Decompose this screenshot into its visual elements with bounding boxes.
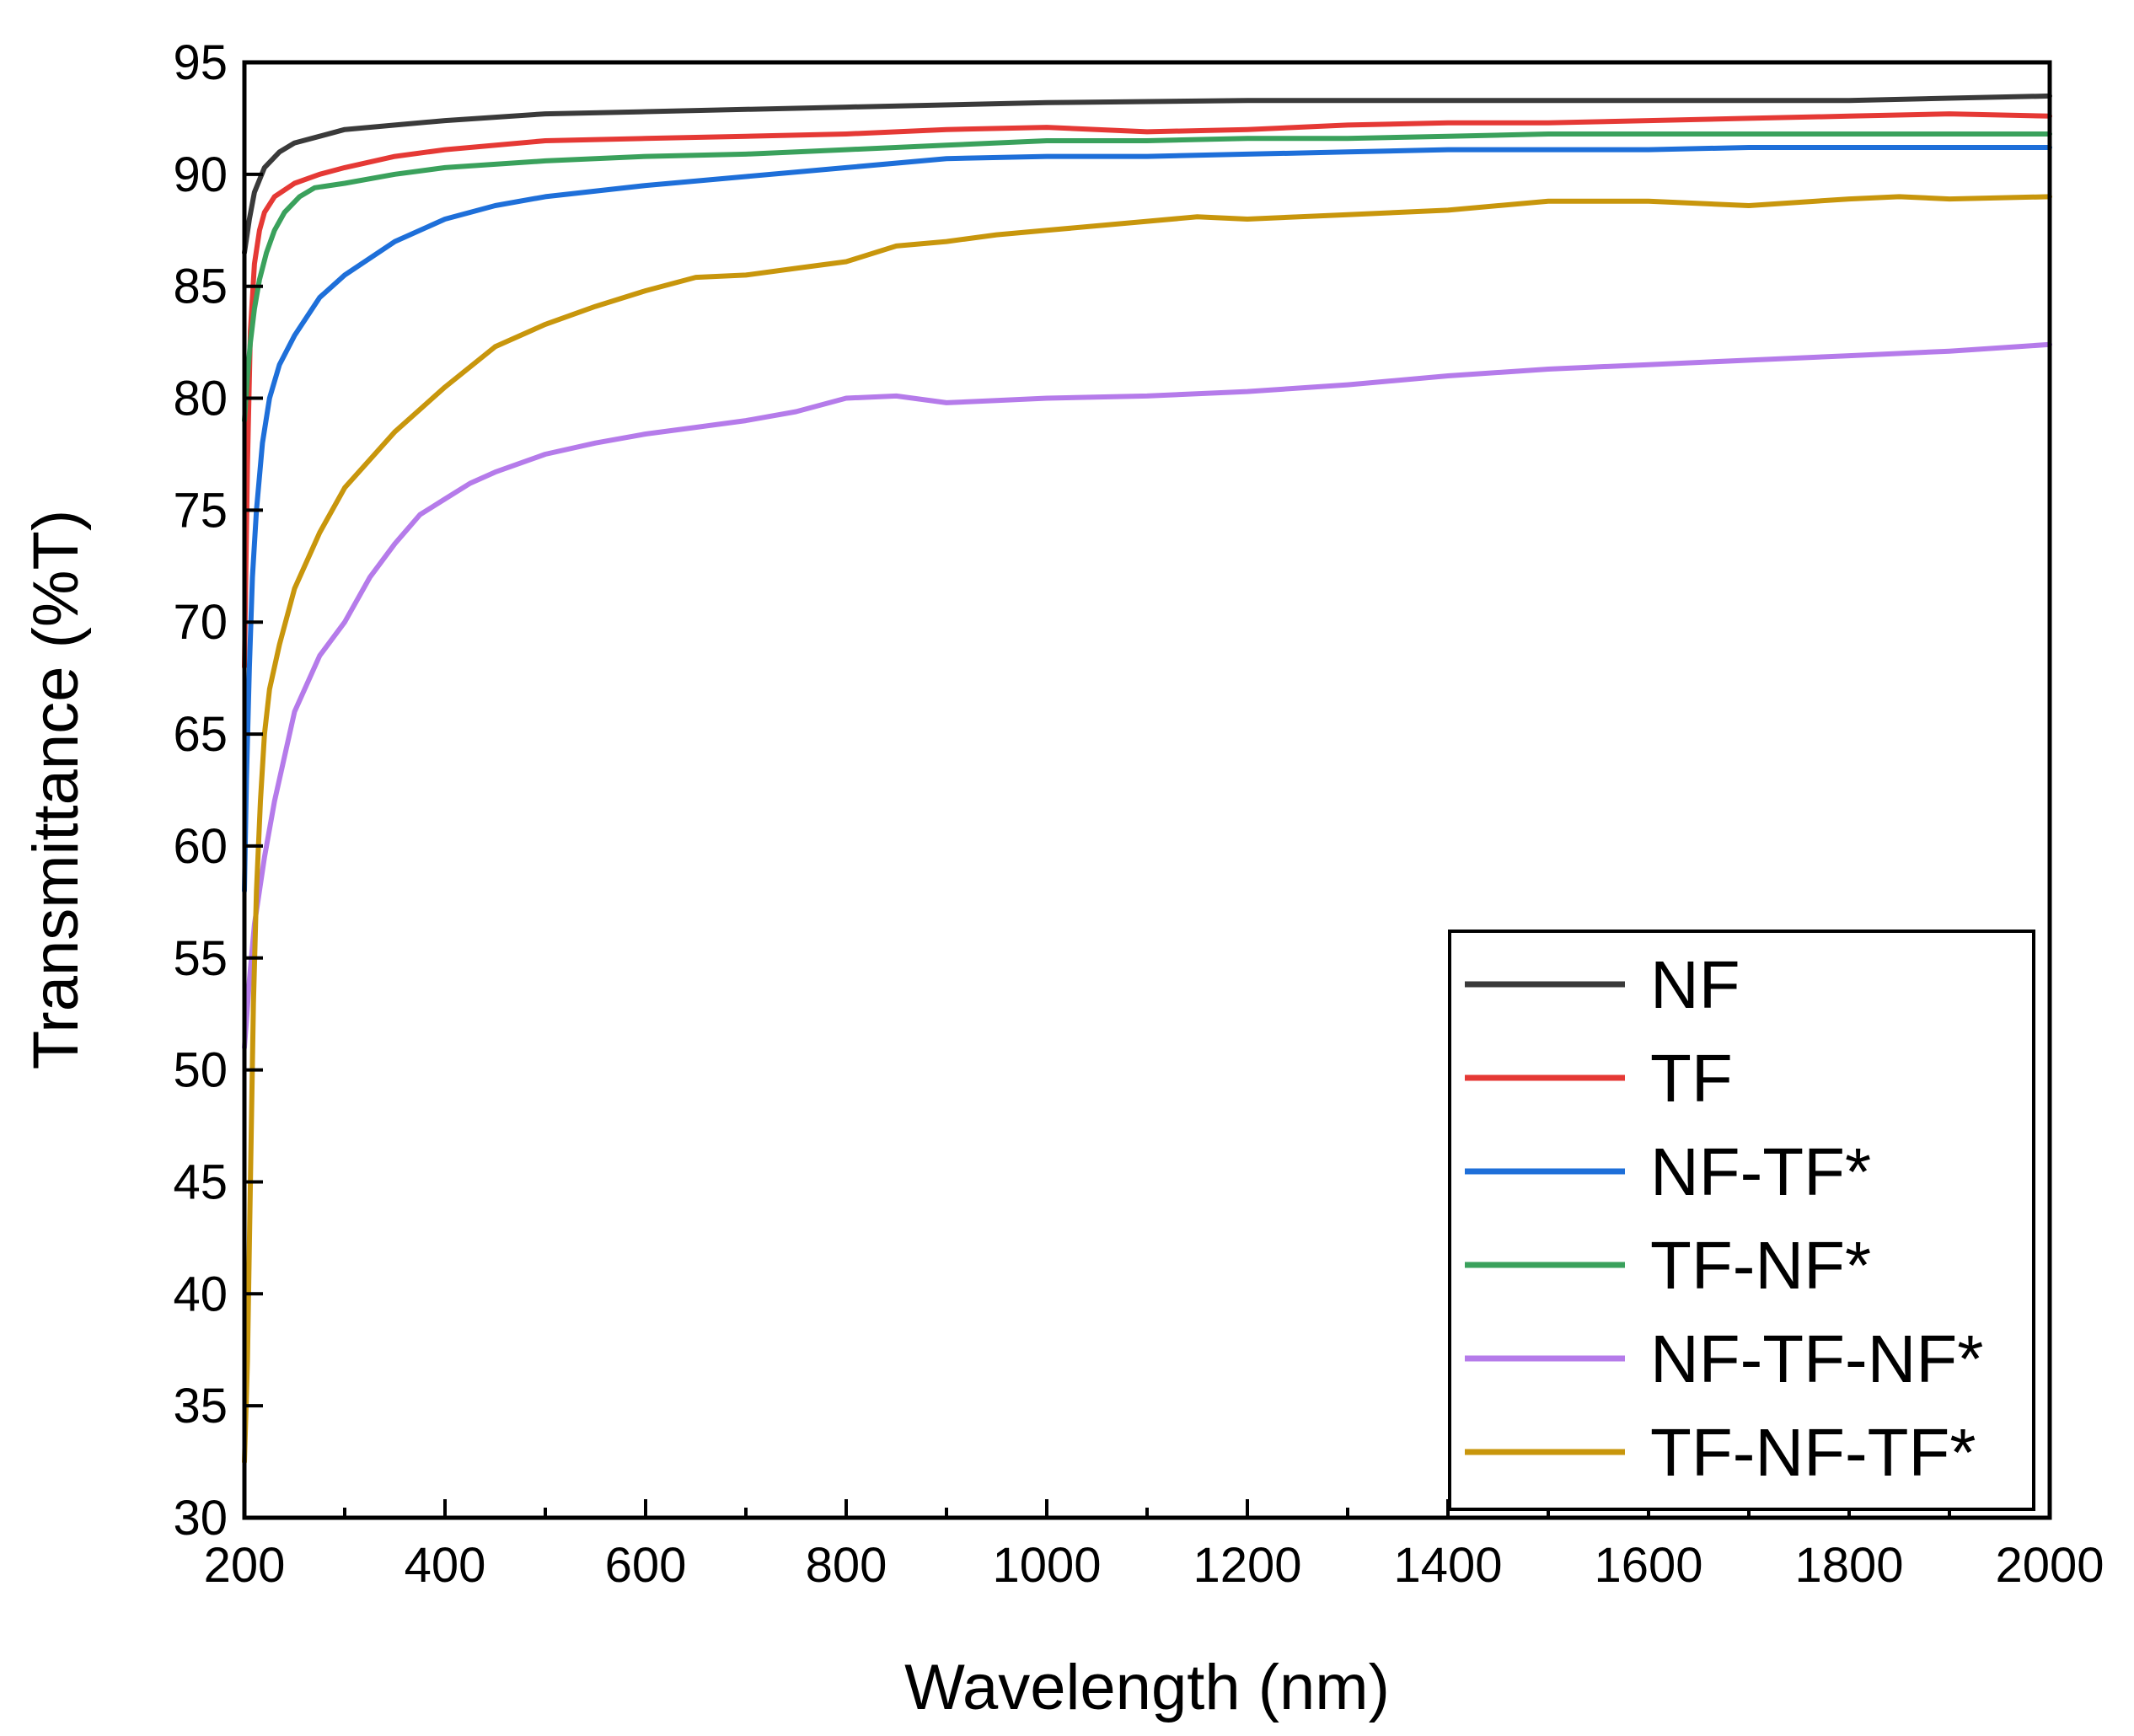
series-line-tf bbox=[242, 111, 2052, 670]
series-line-tf-nf-tf bbox=[242, 194, 2052, 1465]
series-line-nf-tf-nf bbox=[242, 341, 2052, 1050]
legend: NF TF NF-TF* TF-NF* NF-TF-NF* TF-NF-TF* bbox=[1448, 930, 2035, 1511]
y-axis: 30 35 40 45 50 55 60 65 70 75 80 85 90 95 bbox=[173, 35, 263, 1546]
x-tick-label: 800 bbox=[806, 1538, 887, 1593]
y-tick-label: 85 bbox=[173, 260, 228, 314]
y-tick-label: 30 bbox=[173, 1491, 228, 1546]
x-axis-title: Wavelength (nm) bbox=[904, 1652, 1390, 1723]
legend-label: TF-NF-TF* bbox=[1650, 1415, 1976, 1490]
x-tick-label: 1400 bbox=[1393, 1538, 1502, 1593]
y-tick-label: 70 bbox=[173, 595, 228, 650]
series-line-nf-tf bbox=[242, 145, 2052, 894]
y-tick-label: 35 bbox=[173, 1379, 228, 1433]
x-tick-label: 600 bbox=[605, 1538, 687, 1593]
y-tick-label: 40 bbox=[173, 1267, 228, 1321]
legend-label: NF bbox=[1650, 947, 1740, 1022]
legend-label: NF-TF-NF* bbox=[1650, 1321, 1983, 1396]
y-tick-label: 80 bbox=[173, 372, 228, 426]
x-tick-label: 2000 bbox=[1995, 1538, 2104, 1593]
y-tick-label: 90 bbox=[173, 147, 228, 202]
series-line-tf-nf bbox=[242, 131, 2052, 424]
y-tick-label: 65 bbox=[173, 707, 228, 762]
legend-label: TF bbox=[1650, 1041, 1733, 1116]
y-tick-label: 60 bbox=[173, 819, 228, 874]
plot-lines bbox=[242, 93, 2052, 1465]
y-tick-label: 50 bbox=[173, 1043, 228, 1098]
y-tick-label: 75 bbox=[173, 483, 228, 538]
y-tick-label: 95 bbox=[173, 35, 228, 90]
legend-label: TF-NF* bbox=[1650, 1228, 1871, 1303]
y-tick-label: 45 bbox=[173, 1155, 228, 1209]
x-tick-label: 1200 bbox=[1193, 1538, 1301, 1593]
x-tick-label: 1600 bbox=[1594, 1538, 1702, 1593]
legend-label: NF-TF* bbox=[1650, 1134, 1871, 1209]
x-tick-label: 1800 bbox=[1794, 1538, 1903, 1593]
x-tick-label: 200 bbox=[204, 1538, 286, 1593]
legend-box bbox=[1448, 930, 2035, 1511]
x-axis: 200 400 600 800 1000 1200 1400 1600 1800 2000 bbox=[204, 1499, 2105, 1593]
series-line-nf bbox=[242, 93, 2052, 255]
y-axis-title: Transmittance (%T) bbox=[20, 510, 92, 1069]
y-tick-label: 55 bbox=[173, 931, 228, 986]
x-tick-label: 1000 bbox=[992, 1538, 1101, 1593]
x-tick-label: 400 bbox=[405, 1538, 486, 1593]
